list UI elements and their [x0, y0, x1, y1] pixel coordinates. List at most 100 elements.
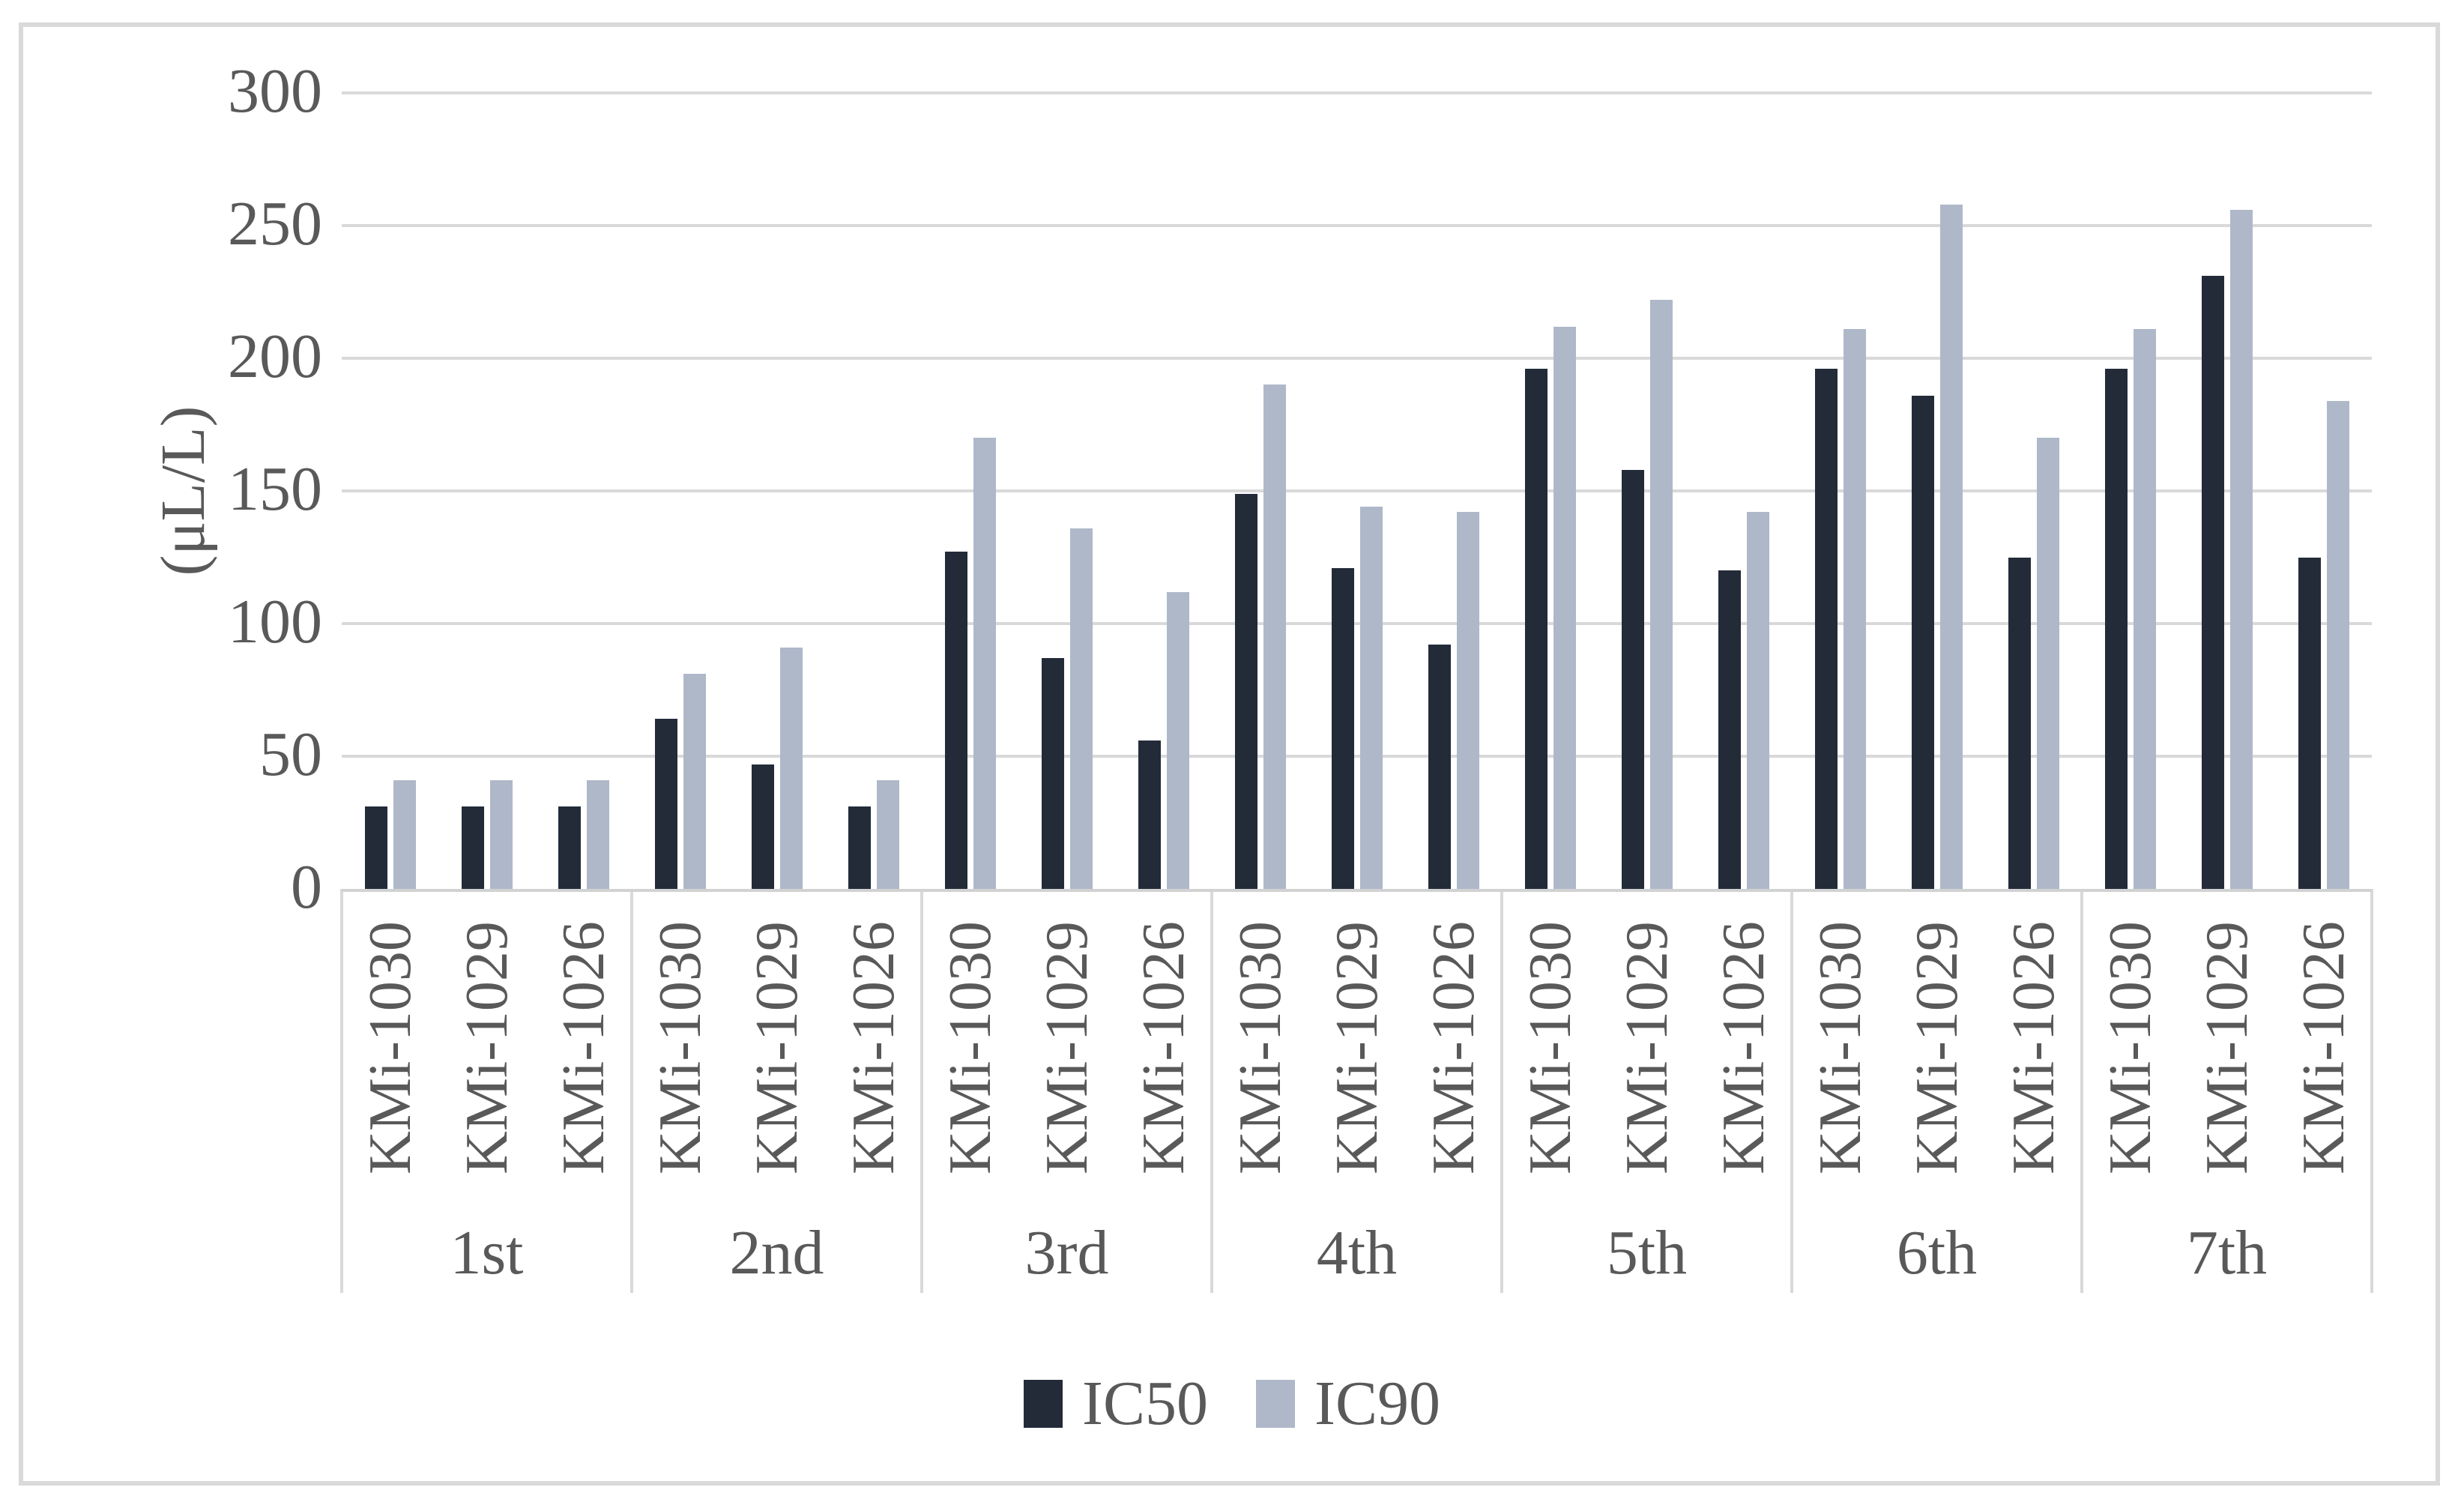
separator-7 — [2370, 889, 2373, 1293]
gridline-150 — [342, 489, 2372, 492]
bar-ic50-3rd-KMi-1026 — [1138, 740, 1161, 889]
bar-ic50-7th-KMi-1026 — [2298, 557, 2321, 889]
y-tick-0: 0 — [291, 852, 322, 922]
legend-label-ic50: IC50 — [1082, 1369, 1208, 1438]
category-label-4th-KMi-1026: KMi-1026 — [1420, 921, 1487, 1174]
category-label-1st-KMi-1026: KMi-1026 — [550, 921, 617, 1174]
y-tick-150: 150 — [228, 454, 322, 524]
bar-ic90-4th-KMi-1030 — [1263, 384, 1286, 889]
separator-3 — [1210, 889, 1213, 1293]
gridline-100 — [342, 622, 2372, 625]
bar-ic90-5th-KMi-1029 — [1649, 300, 1673, 889]
bar-ic50-1st-KMi-1029 — [461, 806, 484, 889]
bar-ic90-5th-KMi-1030 — [1553, 326, 1576, 889]
plot-area — [342, 91, 2372, 889]
bar-ic90-7th-KMi-1029 — [2229, 209, 2253, 889]
group-label-1st: 1st — [450, 1218, 524, 1288]
category-label-7th-KMi-1026: KMi-1026 — [2290, 921, 2357, 1174]
bar-ic90-5th-KMi-1026 — [1746, 512, 1769, 889]
group-label-7th: 7th — [2186, 1218, 2268, 1288]
group-label-5th: 5th — [1606, 1218, 1688, 1288]
group-label-6th: 6th — [1896, 1218, 1978, 1288]
category-label-5th-KMi-1030: KMi-1030 — [1517, 921, 1583, 1174]
bar-ic50-5th-KMi-1030 — [1524, 369, 1547, 889]
bar-ic90-6th-KMi-1030 — [1843, 329, 1866, 889]
separator-4 — [1500, 889, 1503, 1293]
bar-ic50-4th-KMi-1029 — [1331, 567, 1354, 889]
bar-ic90-4th-KMi-1029 — [1359, 507, 1383, 889]
category-label-3rd-KMi-1030: KMi-1030 — [937, 921, 1003, 1174]
bar-ic90-3rd-KMi-1026 — [1166, 591, 1189, 889]
bar-ic90-2nd-KMi-1030 — [683, 674, 706, 889]
bar-ic50-5th-KMi-1026 — [1718, 570, 1741, 889]
bar-ic50-2nd-KMi-1029 — [751, 764, 774, 889]
bar-ic90-2nd-KMi-1026 — [876, 779, 899, 889]
bar-ic50-6th-KMi-1026 — [2008, 557, 2031, 889]
bar-ic50-1st-KMi-1030 — [364, 806, 387, 889]
gridline-200 — [342, 357, 2372, 360]
group-label-4th: 4th — [1316, 1218, 1398, 1288]
bar-ic50-2nd-KMi-1026 — [848, 806, 871, 889]
bar-ic50-6th-KMi-1029 — [1911, 395, 1934, 889]
group-label-2nd: 2nd — [729, 1218, 824, 1288]
group-label-3rd: 3rd — [1024, 1218, 1109, 1288]
bar-ic90-4th-KMi-1026 — [1456, 512, 1479, 889]
category-label-1st-KMi-1029: KMi-1029 — [453, 921, 520, 1174]
bar-ic50-7th-KMi-1030 — [2104, 369, 2128, 889]
bar-ic50-6th-KMi-1030 — [1814, 369, 1838, 889]
y-tick-200: 200 — [228, 322, 322, 391]
bar-ic90-3rd-KMi-1029 — [1069, 528, 1093, 889]
category-label-2nd-KMi-1030: KMi-1030 — [647, 921, 713, 1174]
bar-ic90-6th-KMi-1026 — [2036, 438, 2059, 889]
gridline-300 — [342, 91, 2372, 94]
separator-0 — [340, 889, 343, 1293]
x-axis-line — [342, 889, 2372, 892]
bar-ic50-4th-KMi-1030 — [1234, 493, 1257, 889]
bar-ic90-2nd-KMi-1029 — [779, 647, 803, 889]
bar-ic50-5th-KMi-1029 — [1621, 469, 1644, 889]
gridline-250 — [342, 224, 2372, 227]
bar-ic90-6th-KMi-1029 — [1939, 204, 1963, 889]
legend-entry-ic90: IC90 — [1256, 1370, 1440, 1438]
category-label-7th-KMi-1030: KMi-1030 — [2097, 921, 2163, 1174]
bar-ic50-3rd-KMi-1029 — [1041, 658, 1064, 889]
bar-ic50-3rd-KMi-1030 — [944, 552, 967, 889]
separator-2 — [920, 889, 923, 1293]
separator-6 — [2080, 889, 2083, 1293]
y-tick-250: 250 — [228, 189, 322, 259]
legend: IC50 IC90 — [0, 1370, 2464, 1438]
y-tick-100: 100 — [228, 587, 322, 657]
bar-ic90-3rd-KMi-1030 — [973, 438, 996, 889]
category-label-2nd-KMi-1026: KMi-1026 — [840, 921, 907, 1174]
category-label-6th-KMi-1026: KMi-1026 — [2000, 921, 2067, 1174]
y-tick-300: 300 — [228, 56, 322, 126]
category-label-5th-KMi-1029: KMi-1029 — [1613, 921, 1680, 1174]
y-tick-50: 50 — [259, 720, 322, 789]
category-label-7th-KMi-1029: KMi-1029 — [2193, 921, 2260, 1174]
category-label-4th-KMi-1029: KMi-1029 — [1323, 921, 1390, 1174]
category-label-3rd-KMi-1029: KMi-1029 — [1033, 921, 1100, 1174]
category-label-6th-KMi-1029: KMi-1029 — [1903, 921, 1970, 1174]
bar-ic50-1st-KMi-1026 — [558, 806, 581, 889]
separator-1 — [630, 889, 633, 1293]
bar-ic50-4th-KMi-1026 — [1428, 645, 1451, 889]
bar-ic50-2nd-KMi-1030 — [654, 719, 677, 889]
bar-ic90-1st-KMi-1029 — [489, 779, 513, 889]
bar-ic90-1st-KMi-1030 — [393, 779, 416, 889]
legend-swatch-ic50 — [1024, 1380, 1063, 1428]
category-label-1st-KMi-1030: KMi-1030 — [357, 921, 423, 1174]
bar-ic90-7th-KMi-1030 — [2133, 329, 2156, 889]
legend-label-ic90: IC90 — [1314, 1369, 1440, 1438]
bar-ic90-1st-KMi-1026 — [586, 779, 609, 889]
category-label-2nd-KMi-1029: KMi-1029 — [743, 921, 810, 1174]
gridline-50 — [342, 755, 2372, 758]
separator-5 — [1790, 889, 1793, 1293]
category-label-4th-KMi-1030: KMi-1030 — [1227, 921, 1293, 1174]
category-label-3rd-KMi-1026: KMi-1026 — [1130, 921, 1197, 1174]
bar-ic90-7th-KMi-1026 — [2326, 400, 2349, 889]
legend-swatch-ic90 — [1256, 1380, 1295, 1428]
category-label-5th-KMi-1026: KMi-1026 — [1710, 921, 1777, 1174]
legend-entry-ic50: IC50 — [1024, 1370, 1208, 1438]
bar-ic50-7th-KMi-1029 — [2201, 276, 2224, 889]
